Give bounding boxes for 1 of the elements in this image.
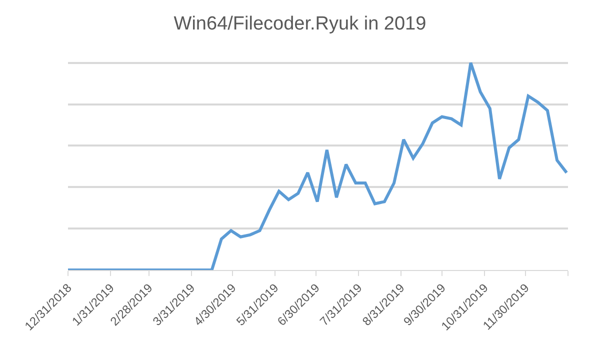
chart-title: Win64/Filecoder.Ryuk in 2019 [174,14,426,35]
